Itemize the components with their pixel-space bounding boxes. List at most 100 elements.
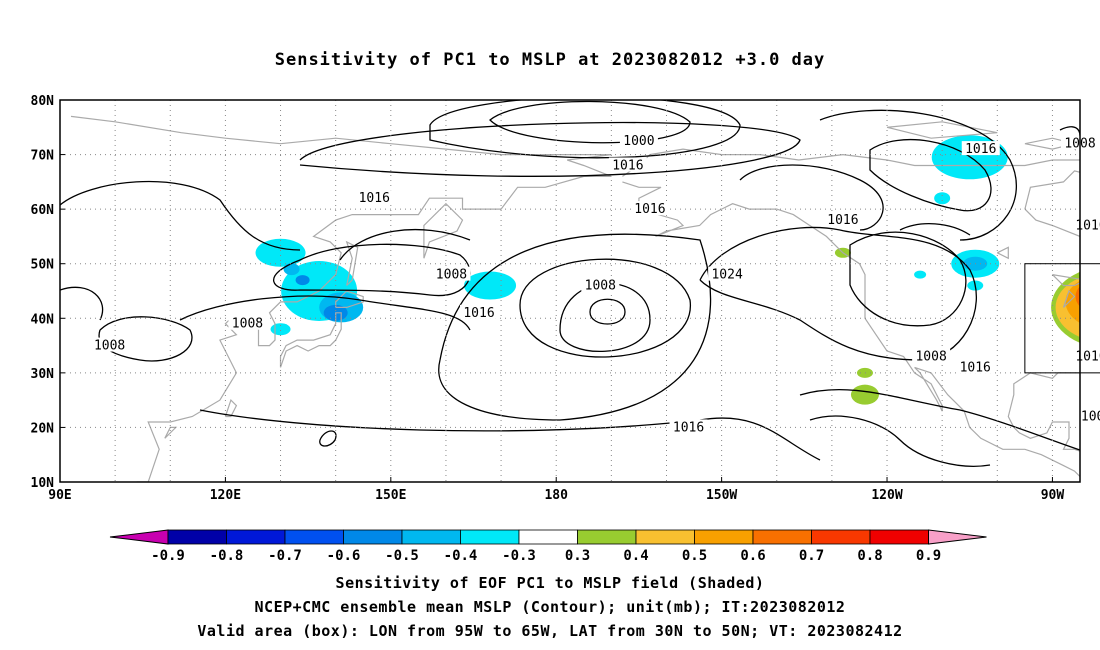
lon-tick-label: 180 — [544, 488, 568, 503]
contour-label: 1016 — [965, 142, 996, 157]
colorbar-segment — [752, 529, 812, 545]
lat-tick-label: 10N — [31, 476, 55, 491]
mslp-contour — [819, 109, 1017, 241]
colorbar-segment — [343, 529, 403, 545]
sensitivity-patch — [850, 384, 879, 405]
mslp-contour — [438, 233, 712, 421]
sensitivity-patch — [856, 367, 873, 378]
coastline — [335, 290, 364, 308]
coastline — [345, 240, 359, 286]
contour-label: 1016 — [359, 191, 390, 206]
contour-label: 1008 — [915, 349, 946, 364]
sensitivity-patch — [1075, 286, 1080, 307]
contour-label-bg — [581, 277, 620, 292]
contour-label-bg — [355, 190, 394, 205]
mslp-contour — [273, 243, 471, 297]
mslp-contour — [489, 100, 691, 144]
contour-label: 1008 — [585, 279, 616, 294]
colorbar-tick-label: 0.8 — [857, 548, 882, 564]
coastline — [1086, 291, 1100, 307]
lat-tick-label: 60N — [31, 203, 55, 218]
mslp-contour — [699, 226, 977, 361]
contour-label-bg — [912, 348, 951, 363]
contour-label-bg — [228, 315, 267, 330]
lat-tick-label: 50N — [31, 258, 55, 273]
sensitivity-patch — [283, 263, 300, 276]
colorbar-low-cap — [109, 529, 169, 545]
colorbar: -0.9 -0.8 -0.7 -0.6 -0.5 -0.4 -0.3 0.3 0.4 0.5 0.6… — [109, 529, 987, 564]
colorbar-segment — [577, 529, 637, 545]
mslp-contour — [199, 409, 821, 461]
lat-tick-label: 70N — [31, 149, 55, 164]
coastline — [1062, 289, 1076, 308]
colorbar-segment — [811, 529, 871, 545]
mslp-contours — [60, 100, 1080, 467]
coastline — [164, 426, 178, 439]
contour-label-bg — [608, 157, 647, 172]
contour-label: 1008 — [436, 268, 467, 283]
mslp-contour — [519, 258, 691, 358]
colorbar-segment — [226, 529, 286, 545]
colorbar-tick-label: 0.3 — [565, 548, 590, 564]
contour-label-bg — [961, 141, 1000, 156]
contour-label-bg — [90, 337, 129, 352]
colorbar-tick-label: -0.8 — [210, 548, 244, 564]
contour-label: 1016 — [673, 420, 704, 435]
valid-area-rect — [1024, 263, 1100, 374]
contour-label-bg — [630, 201, 669, 216]
lon-tick-label: 90W — [1041, 488, 1065, 503]
footer-line-3: Valid area (box): LON from 95W to 65W, L… — [197, 622, 903, 640]
sensitivity-patch — [464, 271, 517, 300]
contour-label: 1016 — [612, 158, 643, 173]
contour-label-bg — [669, 419, 708, 434]
coastline — [1007, 208, 1080, 452]
contour-label: 1016 — [960, 360, 991, 375]
mslp-contour — [339, 229, 471, 261]
lon-tick-label: 120E — [210, 488, 241, 503]
colorbar-segment — [694, 529, 754, 545]
mslp-contour — [869, 138, 992, 212]
contour-label-bg — [708, 266, 747, 281]
contour-label-bg — [460, 304, 499, 319]
colorbar-tick-label: 0.4 — [623, 548, 648, 564]
plot-frame — [59, 99, 1081, 483]
contour-labels: 1000101610161016101610161008100010161008… — [90, 132, 1100, 435]
colorbar-tick-label: 0.9 — [916, 548, 941, 564]
mslp-contour — [739, 164, 884, 231]
lat-tick-label: 40N — [31, 312, 55, 327]
sensitivity-patch — [255, 238, 306, 267]
colorbar-tick-label: -0.4 — [444, 548, 478, 564]
coastline — [1024, 170, 1080, 210]
colorbar-tick-label: 0.7 — [799, 548, 824, 564]
mslp-contour — [60, 180, 301, 251]
coastline — [886, 121, 998, 139]
contour-label-bg — [1072, 348, 1100, 363]
map-title: Sensitivity of PC1 to MSLP at 2023082012… — [274, 50, 826, 70]
mslp-contour — [589, 298, 626, 325]
contour-label: 1016 — [463, 306, 494, 321]
coastline — [224, 398, 238, 418]
contour-label-bg — [1072, 217, 1100, 232]
contour-label-bg — [432, 266, 471, 281]
colorbar-tick-label: -0.3 — [502, 548, 536, 564]
sensitivity-patch — [934, 192, 951, 205]
graticule — [60, 100, 1080, 482]
colorbar-tick-label: 0.6 — [740, 548, 765, 564]
mslp-contour — [60, 286, 104, 321]
mslp-contour — [809, 415, 991, 467]
mslp-contour — [849, 231, 967, 327]
contour-label-bg — [1077, 408, 1100, 423]
lon-tick-label: 150E — [375, 488, 406, 503]
contour-label: 1008 — [232, 317, 263, 332]
mslp-contour — [299, 121, 801, 177]
sensitivity-patch — [1091, 278, 1100, 304]
mslp-contour — [429, 100, 741, 159]
contour-label: 1000 — [623, 134, 654, 149]
contour-label: 1016 — [827, 213, 858, 228]
contour-label: 1016 — [634, 202, 665, 217]
coastline — [1051, 274, 1080, 287]
contour-label: 1024 — [711, 268, 742, 283]
sensitivity-patch — [914, 270, 927, 279]
